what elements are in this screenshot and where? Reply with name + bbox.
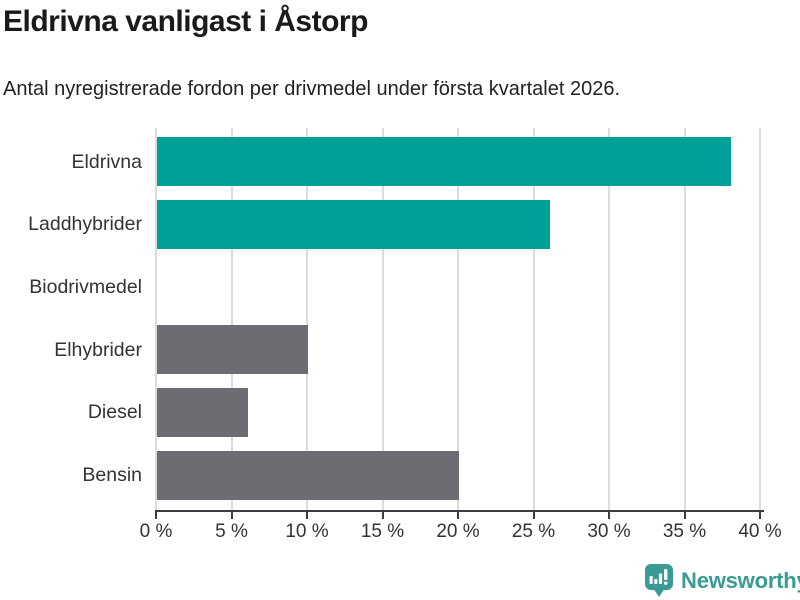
gridline bbox=[457, 128, 459, 510]
bar-eldrivna bbox=[157, 137, 731, 186]
newsworthy-logo-icon bbox=[645, 564, 673, 597]
x-tick-label: 15 % bbox=[360, 521, 405, 542]
x-tick-label: 10 % bbox=[285, 521, 329, 542]
gridline bbox=[155, 128, 157, 510]
gridline bbox=[381, 128, 384, 510]
newsworthy-logo: Newsworthy bbox=[644, 563, 800, 598]
bar-diesel bbox=[157, 387, 248, 437]
page-title: Eldrivna vanligast i Åstorp bbox=[3, 5, 368, 38]
x-tick bbox=[306, 512, 308, 519]
x-tick-label: 25 % bbox=[511, 521, 556, 542]
bar-elhybrider bbox=[157, 325, 308, 375]
x-tick bbox=[155, 512, 157, 519]
x-tick-label: 40 % bbox=[738, 521, 782, 542]
x-tick bbox=[230, 512, 233, 519]
category-label: Laddhybrider bbox=[28, 213, 142, 236]
category-label: Eldrivna bbox=[71, 150, 142, 173]
x-tick bbox=[457, 512, 459, 519]
gridline bbox=[532, 128, 535, 510]
category-label: Bensin bbox=[82, 464, 142, 486]
x-axis-line bbox=[155, 510, 764, 512]
category-label: Diesel bbox=[87, 401, 142, 424]
gridline bbox=[608, 128, 610, 510]
x-tick bbox=[532, 512, 535, 519]
x-tick-label: 30 % bbox=[587, 521, 631, 542]
x-tick-label: 0 % bbox=[139, 521, 173, 542]
gridline bbox=[306, 128, 308, 510]
bar-bensin bbox=[157, 450, 459, 500]
x-tick-label: 35 % bbox=[662, 521, 707, 542]
bar-laddhybrider bbox=[157, 199, 550, 249]
category-label: Elhybrider bbox=[54, 338, 142, 361]
brand-name: Newsworthy bbox=[681, 567, 800, 593]
x-tick bbox=[683, 512, 686, 519]
gridline bbox=[759, 128, 761, 510]
x-tick-label: 5 % bbox=[215, 521, 248, 542]
x-tick bbox=[608, 512, 610, 519]
x-tick bbox=[381, 512, 384, 519]
x-tick bbox=[759, 512, 761, 519]
x-tick-label: 20 % bbox=[436, 521, 480, 542]
chart-subtitle: Antal nyregistrerade fordon per drivmede… bbox=[3, 78, 621, 100]
gridline bbox=[230, 128, 233, 510]
category-label: Biodrivmedel bbox=[29, 275, 142, 298]
gridline bbox=[683, 128, 686, 510]
